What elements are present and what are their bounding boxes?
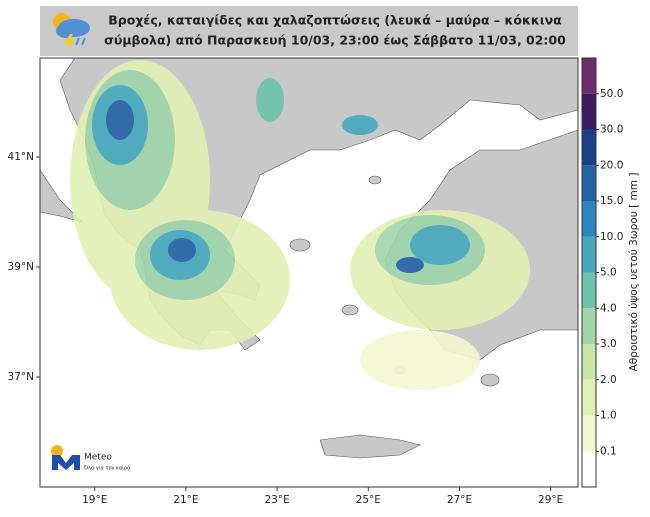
colorbar-band [582,272,596,309]
colorbar-band [582,379,596,416]
colorbar-tick-label: 30.0 [600,124,623,136]
y-tick-label: 37°N [8,371,34,383]
colorbar-tick-label: 5.0 [600,267,617,279]
x-tick-label: 25°E [356,494,381,506]
x-tick-label: 29°E [538,494,563,506]
logo-name: Meteo [84,453,112,463]
colorbar-band [582,451,596,487]
y-tick-label: 39°N [8,261,34,273]
title-box [40,6,578,56]
x-tick-label: 19°E [82,494,107,506]
colorbar-band [582,58,596,94]
colorbar-band [582,236,596,273]
colorbar-label: Αθροιστικό ύψος υετού 3ωρου [ mm ] [628,173,640,372]
x-tick-label: 27°E [447,494,472,506]
y-tick-label: 41°N [8,151,34,163]
logo-slogan: Όλα για τον καιρό [83,465,130,472]
colorbar-band [582,201,596,237]
colorbar-tick-label: 15.0 [600,195,623,207]
colorbar-band [582,308,596,344]
colorbar-tick-label: 2.0 [600,374,617,386]
weather-icon [53,13,90,52]
colorbar-tick-label: 4.0 [600,302,617,314]
colorbar-band [582,344,596,380]
colorbar-band [582,93,596,130]
map [39,57,579,488]
x-tick-label: 23°E [264,494,289,506]
colorbar-band [582,415,596,452]
colorbar-tick-label: 1.0 [600,410,617,422]
title: Βροχές, καταιγίδες και χαλαζοπτώσεις (λε… [108,13,562,28]
x-tick-label: 21°E [173,494,198,506]
colorbar-tick-label: 50.0 [600,88,623,100]
logo: Meteo Όλα για τον καιρό [51,445,130,472]
colorbar-tick-label: 0.1 [600,445,617,457]
colorbar-tick-label: 20.0 [600,159,623,171]
colorbar-tick-label: 10.0 [600,231,623,243]
colorbar-tick-label: 3.0 [600,338,617,350]
colorbar-band [582,165,596,201]
title: σύμβολα) από Παρασκευή 10/03, 23:00 έως … [104,33,566,48]
colorbar-band [582,129,596,166]
